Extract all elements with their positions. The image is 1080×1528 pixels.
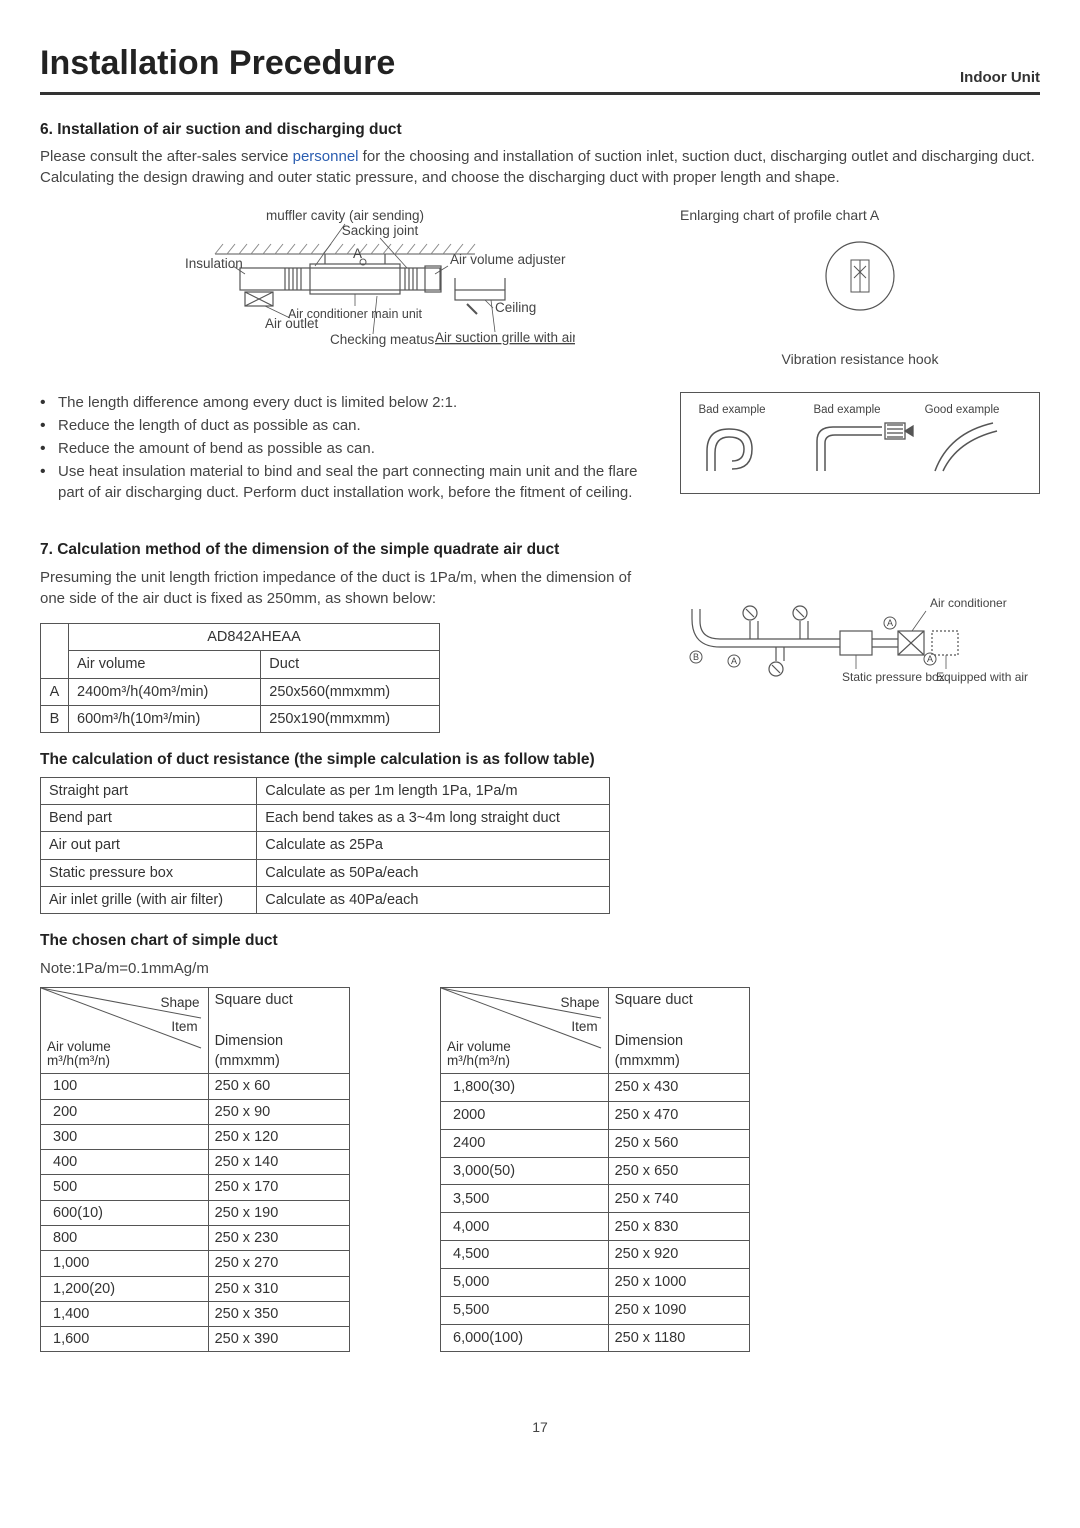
- svg-text:Air conditioner main unit: Air conditioner main unit: [288, 307, 423, 321]
- svg-text:B: B: [693, 652, 699, 662]
- page-subtitle: Indoor Unit: [960, 67, 1040, 88]
- duct-chart-left: Shape Item Air volume m³/h(m³/n)Square d…: [40, 987, 350, 1352]
- personnel-link[interactable]: personnel: [293, 148, 359, 165]
- svg-text:Bad example: Bad example: [698, 404, 765, 416]
- svg-text:Good example: Good example: [925, 404, 1000, 416]
- svg-text:Air suction grille with air fi: Air suction grille with air filter: [435, 330, 575, 345]
- svg-text:Insulation: Insulation: [185, 256, 243, 271]
- svg-text:Air volume adjuster: Air volume adjuster: [450, 252, 566, 267]
- resistance-table: Straight partCalculate as per 1m length …: [40, 777, 610, 914]
- duct-diagram: muffler cavity (air sending) Sacking joi…: [40, 208, 650, 374]
- svg-text:muffler cavity (air sending): muffler cavity (air sending): [266, 208, 424, 223]
- svg-text:A: A: [731, 656, 737, 666]
- section6-bullets: The length difference among every duct i…: [40, 392, 650, 503]
- chart-note: Note:1Pa/m=0.1mmAg/m: [40, 958, 1040, 979]
- svg-text:Bad example: Bad example: [813, 404, 880, 416]
- bullet-item: The length difference among every duct i…: [54, 392, 650, 413]
- enlarging-title: Enlarging chart of profile chart A: [680, 206, 1040, 226]
- svg-text:Ceiling: Ceiling: [495, 300, 536, 315]
- intro-pre: Please consult the after-sales service: [40, 148, 293, 165]
- svg-text:Air conditioner: Air conditioner: [930, 596, 1007, 610]
- duct-schematic: A A A B Air conditioner Static pressure …: [680, 591, 1040, 707]
- page-title: Installation Precedure: [40, 40, 395, 88]
- bullet-item: Reduce the amount of bend as possible as…: [54, 438, 650, 459]
- svg-text:Equipped with air filter (boug: Equipped with air filter (bought): [936, 670, 1030, 684]
- page-header: Installation Precedure Indoor Unit: [40, 40, 1040, 95]
- svg-text:Static pressure box: Static pressure box: [842, 670, 945, 684]
- section7-heading: 7. Calculation method of the dimension o…: [40, 539, 1040, 561]
- vibration-label: Vibration resistance hook: [680, 350, 1040, 370]
- model-table: AD842AHEAA Air volumeDuct A2400m³/h(40m³…: [40, 623, 440, 733]
- svg-text:Checking meatus: Checking meatus: [330, 332, 435, 347]
- svg-text:A: A: [353, 246, 362, 261]
- section6-heading: 6. Installation of air suction and disch…: [40, 119, 1040, 141]
- page-number: 17: [40, 1418, 1040, 1438]
- svg-text:Sacking joint: Sacking joint: [342, 223, 419, 238]
- bullet-item: Reduce the length of duct as possible as…: [54, 415, 650, 436]
- bullet-item: Use heat insulation material to bind and…: [54, 461, 650, 503]
- section6-intro: Please consult the after-sales service p…: [40, 146, 1040, 188]
- chart-heading: The chosen chart of simple duct: [40, 930, 1040, 952]
- duct-chart-right: Shape Item Air volume m³/h(m³/n)Square d…: [440, 987, 750, 1352]
- svg-text:A: A: [927, 654, 933, 664]
- resistance-heading: The calculation of duct resistance (the …: [40, 749, 1040, 771]
- section7-intro: Presuming the unit length friction imped…: [40, 567, 650, 609]
- example-diagram: Bad example Bad example Good example: [680, 392, 1040, 494]
- enlarging-diagram: [680, 236, 1040, 332]
- svg-text:A: A: [887, 618, 893, 628]
